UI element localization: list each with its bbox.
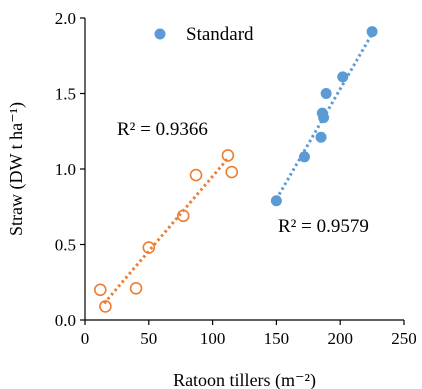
x-ticks: 0 50 100 150 200 250	[81, 320, 417, 348]
y-tick-label: 0.5	[55, 236, 76, 255]
y-tick-label: 0.0	[55, 311, 76, 330]
data-point-standard	[315, 131, 327, 143]
y-tick-label: 1.5	[55, 85, 76, 104]
x-tick-label: 100	[200, 329, 226, 348]
data-point-standard	[298, 151, 310, 163]
y-tick-label: 2.0	[55, 9, 76, 28]
data-point-standard	[270, 195, 282, 207]
data-point-orange	[189, 168, 203, 182]
trendline-orange	[102, 155, 231, 305]
data-points	[94, 26, 378, 313]
data-point-orange	[176, 209, 190, 223]
x-axis-title: Ratoon tillers (m⁻²)	[173, 370, 316, 389]
data-point-orange	[99, 300, 112, 313]
data-point-standard	[366, 26, 378, 38]
data-point-standard	[318, 112, 330, 124]
legend-marker-standard	[154, 28, 166, 40]
x-tick-label: 150	[264, 329, 290, 348]
data-point-orange	[94, 283, 107, 297]
data-point-orange	[221, 149, 235, 162]
r2-annotation-standard: R² = 0.9579	[278, 216, 369, 237]
data-point-orange	[225, 165, 239, 179]
legend-label-standard: Standard	[186, 24, 254, 45]
x-tick-label: 250	[391, 329, 417, 348]
data-point-orange	[142, 241, 156, 254]
axes: 0 50 100 150 200 250 0.0 0.5 1.0 1.5 2.0	[55, 9, 417, 348]
y-ticks: 0.0 0.5 1.0 1.5 2.0	[55, 9, 85, 330]
y-tick-label: 1.0	[55, 160, 76, 179]
trendlines	[102, 30, 375, 305]
data-point-orange	[129, 281, 143, 295]
x-tick-label: 50	[140, 329, 157, 348]
data-point-standard	[337, 71, 349, 83]
legend: Standard	[154, 24, 254, 45]
trendline-standard	[275, 30, 375, 200]
data-point-standard	[320, 88, 332, 99]
x-tick-label: 0	[81, 329, 90, 348]
x-tick-label: 200	[327, 329, 353, 348]
r2-annotation-orange: R² = 0.9366	[117, 119, 208, 140]
y-axis-title: Straw (DW t ha⁻¹)	[6, 102, 27, 236]
